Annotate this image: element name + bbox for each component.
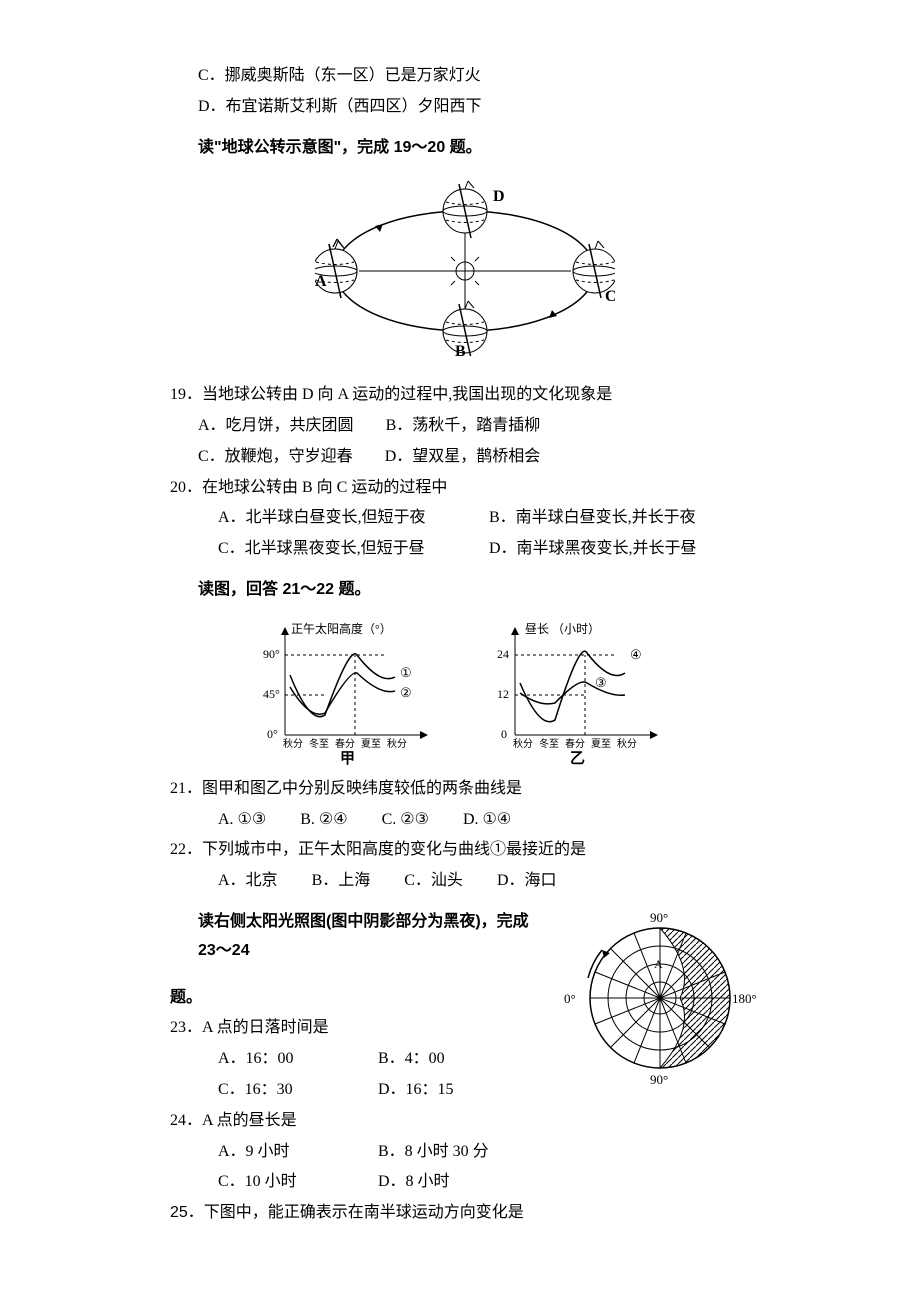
q23-opt-d: D．16：15 bbox=[378, 1076, 538, 1105]
svg-text:②: ② bbox=[400, 685, 412, 700]
q19-opt-b: B．荡秋千，踏青插柳 bbox=[386, 412, 541, 441]
q21-opt-d: D. ①④ bbox=[463, 806, 511, 835]
svg-text:0°: 0° bbox=[267, 727, 278, 741]
q21-opt-c: C. ②③ bbox=[382, 806, 429, 835]
q20-opt-c: C．北半球黑夜变长,但短于昼 bbox=[218, 535, 489, 564]
svg-text:0°: 0° bbox=[564, 991, 576, 1006]
q22-stem: 22．下列城市中，正午太阳高度的变化与曲线①最接近的是 bbox=[170, 836, 760, 865]
svg-text:0: 0 bbox=[501, 727, 507, 741]
svg-text:乙: 乙 bbox=[570, 751, 585, 765]
svg-text:90°: 90° bbox=[650, 1072, 668, 1087]
svg-text:90°: 90° bbox=[650, 910, 668, 925]
svg-text:①: ① bbox=[400, 665, 412, 680]
svg-text:冬至: 冬至 bbox=[309, 737, 329, 750]
figure-jia-yi: 正午太阳高度（°） 90° 45° 0° ① ② 秋分冬至春分夏至秋分 甲 昼长… bbox=[170, 615, 760, 765]
svg-text:春分: 春分 bbox=[565, 738, 585, 750]
svg-text:夏至: 夏至 bbox=[591, 738, 611, 750]
q22-opt-b: B．上海 bbox=[312, 867, 371, 896]
svg-text:昼长 （小时）: 昼长 （小时） bbox=[525, 622, 600, 636]
q24-opt-d: D．8 小时 bbox=[378, 1168, 538, 1197]
q18-opt-c: C．挪威奥斯陆（东一区）已是万家灯火 bbox=[170, 62, 760, 91]
q19-stem: 19．当地球公转由 D 向 A 运动的过程中,我国出现的文化现象是 bbox=[170, 381, 760, 410]
svg-text:秋分: 秋分 bbox=[283, 737, 303, 750]
orbit-label-b: B bbox=[455, 343, 466, 356]
svg-text:24: 24 bbox=[497, 647, 509, 661]
figure-polar: A 0° 180° 90° 90° bbox=[560, 908, 760, 1099]
svg-text:③: ③ bbox=[595, 675, 607, 690]
q20-opt-b: B．南半球白昼变长,并长于夜 bbox=[489, 504, 760, 533]
orbit-label-c: C bbox=[605, 288, 615, 305]
q24-opt-b: B．8 小时 30 分 bbox=[378, 1138, 538, 1167]
orbit-label-d: D bbox=[493, 188, 505, 205]
q19-opt-d: D．望双星，鹊桥相会 bbox=[385, 443, 541, 472]
q20-stem: 20．在地球公转由 B 向 C 运动的过程中 bbox=[170, 474, 760, 503]
q20-opt-d: D．南半球黑夜变长,并长于昼 bbox=[489, 535, 760, 564]
q21-opt-a: A. ①③ bbox=[218, 806, 266, 835]
q19-opt-c: C．放鞭炮，守岁迎春 bbox=[198, 443, 353, 472]
q24-stem: 24．A 点的昼长是 bbox=[170, 1107, 760, 1136]
q19-opt-a: A．吃月饼，共庆团圆 bbox=[198, 412, 354, 441]
svg-text:④: ④ bbox=[630, 647, 642, 662]
q20-opt-a: A．北半球白昼变长,但短于夜 bbox=[218, 504, 489, 533]
svg-text:秋分: 秋分 bbox=[387, 737, 407, 750]
svg-text:12: 12 bbox=[497, 687, 509, 701]
svg-text:夏至: 夏至 bbox=[361, 738, 381, 750]
q24-opt-a: A．9 小时 bbox=[218, 1138, 378, 1167]
svg-text:甲: 甲 bbox=[340, 750, 355, 765]
q22-opt-a: A．北京 bbox=[218, 867, 278, 896]
intro-21-22: 读图，回答 21～22 题。 bbox=[198, 576, 760, 605]
orbit-label-a: A bbox=[315, 273, 327, 290]
intro-19-20: 读"地球公转示意图"，完成 19～20 题。 bbox=[198, 134, 760, 163]
figure-orbit: A B C D bbox=[170, 176, 760, 367]
q23-opt-c: C．16：30 bbox=[218, 1076, 378, 1105]
svg-text:秋分: 秋分 bbox=[617, 737, 637, 750]
svg-text:90°: 90° bbox=[263, 647, 280, 661]
svg-text:春分: 春分 bbox=[335, 738, 355, 750]
q18-opt-d: D．布宜诺斯艾利斯（西四区）夕阳西下 bbox=[170, 93, 760, 122]
q25-stem: 25．下图中，能正确表示在南半球运动方向变化是 bbox=[170, 1199, 760, 1228]
q24-opt-c: C．10 小时 bbox=[218, 1168, 378, 1197]
svg-text:秋分: 秋分 bbox=[513, 737, 533, 750]
q23-opt-b: B．4：00 bbox=[378, 1045, 538, 1074]
q21-stem: 21．图甲和图乙中分别反映纬度较低的两条曲线是 bbox=[170, 775, 760, 804]
q21-opt-b: B. ②④ bbox=[300, 806, 347, 835]
q22-opt-c: C．汕头 bbox=[404, 867, 463, 896]
svg-text:45°: 45° bbox=[263, 687, 280, 701]
svg-text:冬至: 冬至 bbox=[539, 737, 559, 750]
q22-opt-d: D．海口 bbox=[497, 867, 557, 896]
svg-text:A: A bbox=[654, 957, 663, 971]
svg-text:180°: 180° bbox=[732, 991, 757, 1006]
svg-text:正午太阳高度（°）: 正午太阳高度（°） bbox=[291, 621, 392, 636]
q23-opt-a: A．16：00 bbox=[218, 1045, 378, 1074]
